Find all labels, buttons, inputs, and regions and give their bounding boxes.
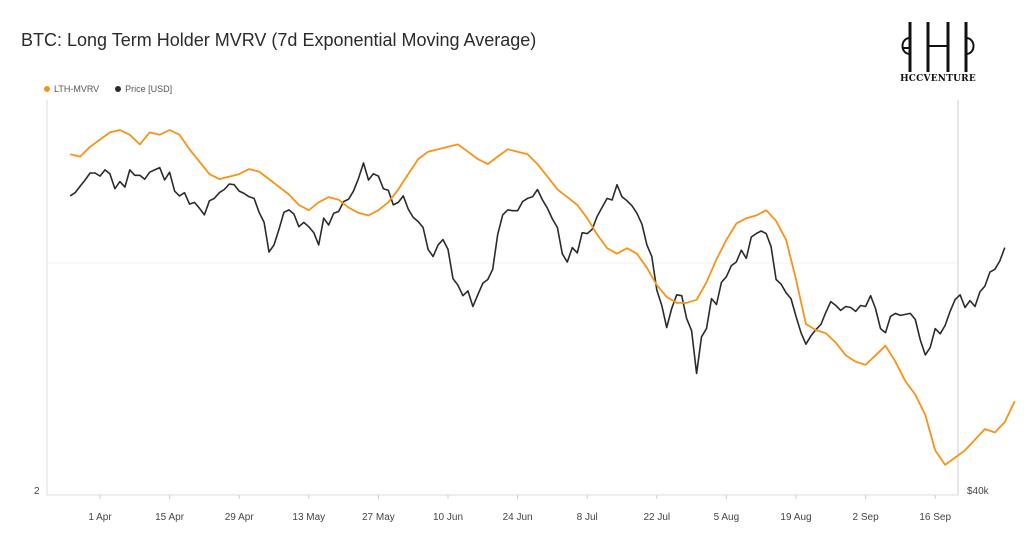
legend-label-price: Price [USD] <box>125 84 173 94</box>
x-tick-label: 2 Sep <box>853 512 880 523</box>
left-axis-label: 2 <box>34 486 40 497</box>
series-layer <box>69 129 1016 466</box>
legend-item-lth-mvrv[interactable]: LTH-MVRV <box>44 84 99 94</box>
series-line-price <box>69 162 1006 375</box>
series-line-lth-mvrv <box>69 129 1016 466</box>
hcc-logo: HCCVENTURE <box>898 18 978 88</box>
logo-text: HCCVENTURE <box>900 74 976 84</box>
legend: LTH-MVRV Price [USD] <box>44 84 172 94</box>
x-tick-label: 5 Aug <box>714 512 740 523</box>
chart-title: BTC: Long Term Holder MVRV (7d Exponenti… <box>21 30 537 50</box>
legend-label-lth-mvrv: LTH-MVRV <box>54 84 100 94</box>
x-tick-label: 1 Apr <box>88 512 112 523</box>
right-axis-label: $40k <box>967 486 990 497</box>
x-tick-label: 24 Jun <box>503 512 533 523</box>
x-tick-label: 22 Jul <box>643 512 670 523</box>
x-ticks: 1 Apr 15 Apr 29 Apr 13 May 27 May 10 Jun 24 Ju… <box>88 495 951 523</box>
x-tick-label: 27 May <box>362 512 395 523</box>
x-tick-label: 15 Apr <box>155 512 185 523</box>
legend-item-price[interactable]: Price [USD] <box>115 84 172 94</box>
hcc-monogram-icon <box>901 22 975 72</box>
x-tick-label: 8 Jul <box>577 512 598 523</box>
legend-dot-price <box>115 86 122 92</box>
x-tick-label: 16 Sep <box>919 512 951 523</box>
x-tick-label: 19 Aug <box>780 512 811 523</box>
x-tick-label: 10 Jun <box>433 512 463 523</box>
x-tick-label: 13 May <box>292 512 325 523</box>
x-tick-label: 29 Apr <box>225 512 255 523</box>
legend-dot-lth-mvrv <box>44 86 50 92</box>
